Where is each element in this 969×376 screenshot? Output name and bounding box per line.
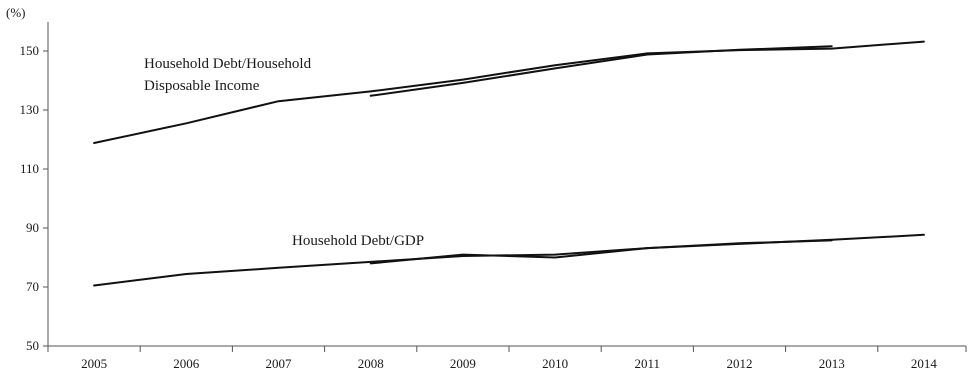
x-tick-label: 2014 (911, 356, 938, 371)
y-tick-label: 110 (20, 161, 39, 176)
x-tick-label: 2013 (819, 356, 845, 371)
series-label-household-debt-gdp: Household Debt/GDP (292, 233, 424, 249)
x-tick-label: 2008 (358, 356, 384, 371)
series-line-1 (93, 40, 925, 144)
y-tick-label: 70 (26, 279, 39, 294)
x-tick-label: 2012 (727, 356, 753, 371)
series-line-4 (369, 239, 833, 265)
x-tick-label: 2006 (173, 356, 200, 371)
y-tick-label: 50 (26, 338, 39, 353)
x-tick-label: 2009 (450, 356, 476, 371)
series-label-household-debt-income-line-2: Disposable Income (144, 78, 260, 94)
labels: (%) Household Debt/Household Disposable … (6, 5, 424, 249)
y-tick-label: 150 (20, 43, 40, 58)
x-tick-label: 2011 (635, 356, 661, 371)
axes: 50 70 90 110 130 150 2005 2006 2007 2008 2009 2010 2… (20, 22, 967, 371)
series-line-2 (369, 45, 833, 97)
series-label-household-debt-income-line-1: Household Debt/Household (144, 56, 312, 72)
y-tick-label: 90 (26, 220, 39, 235)
y-axis-unit-label: (%) (6, 5, 26, 20)
series-layer (93, 40, 925, 287)
x-tick-label: 2005 (81, 356, 107, 371)
x-tick-label: 2007 (266, 356, 293, 371)
y-tick-label: 130 (20, 102, 40, 117)
x-tick-label: 2010 (542, 356, 568, 371)
